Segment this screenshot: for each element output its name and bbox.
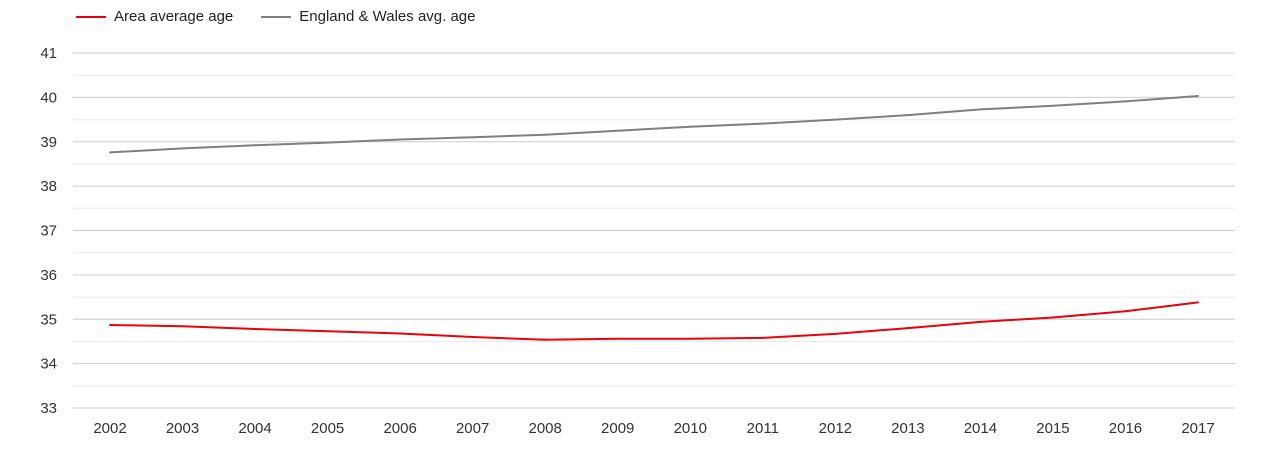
- series-line-1: [109, 95, 1199, 154]
- data-point: [399, 138, 402, 141]
- legend-label-england-wales-avg-age: England & Wales avg. age: [299, 8, 476, 25]
- data-point: [254, 328, 257, 331]
- data-point: [326, 141, 329, 144]
- data-point: [544, 338, 547, 341]
- data-point: [109, 151, 111, 154]
- x-tick-label: 2011: [747, 420, 779, 437]
- x-tick-label: 2012: [819, 420, 852, 437]
- legend-item-england-wales-avg-age[interactable]: England & Wales avg. age: [261, 8, 476, 25]
- data-point: [471, 136, 474, 139]
- data-point: [326, 330, 329, 333]
- legend-swatch-red: [76, 15, 106, 18]
- data-point: [906, 327, 909, 330]
- y-tick-label: 38: [40, 178, 57, 195]
- data-point: [544, 133, 547, 136]
- x-tick-label: 2007: [456, 420, 489, 437]
- data-point: [1051, 316, 1054, 319]
- data-point: [109, 324, 111, 327]
- x-tick-label: 2016: [1109, 420, 1142, 437]
- data-point: [399, 332, 402, 335]
- data-point: [689, 337, 692, 340]
- series-line-0: [109, 301, 1199, 341]
- data-point: [834, 332, 837, 335]
- y-tick-label: 39: [40, 134, 57, 151]
- x-tick-label: 2006: [383, 420, 416, 437]
- x-tick-label: 2014: [964, 420, 997, 437]
- x-tick-label: 2004: [238, 420, 271, 437]
- x-tick-label: 2005: [311, 420, 344, 437]
- data-point: [979, 320, 982, 323]
- data-point: [616, 337, 619, 340]
- y-tick-label: 41: [40, 45, 57, 62]
- data-point: [471, 336, 474, 338]
- data-point: [616, 129, 619, 132]
- x-tick-label: 2009: [601, 420, 634, 437]
- data-point: [834, 118, 837, 121]
- x-tick-label: 2010: [674, 420, 707, 437]
- data-point: [906, 114, 909, 117]
- x-tick-label: 2008: [529, 420, 562, 437]
- data-point: [1124, 310, 1127, 313]
- y-tick-label: 33: [40, 400, 57, 417]
- data-point: [1197, 95, 1199, 98]
- legend-swatch-grey: [261, 15, 292, 18]
- data-point: [181, 147, 184, 150]
- data-point: [979, 108, 982, 111]
- y-tick-label: 40: [40, 89, 57, 106]
- y-tick-label: 36: [40, 267, 57, 284]
- data-point: [1124, 100, 1127, 103]
- x-tick-label: 2002: [93, 420, 126, 437]
- data-point: [1197, 301, 1199, 304]
- x-tick-label: 2013: [891, 420, 924, 437]
- data-point: [689, 125, 692, 128]
- y-tick-label: 35: [40, 311, 57, 328]
- data-point: [761, 336, 764, 339]
- y-tick-label: 37: [40, 223, 57, 240]
- y-tick-label: 34: [40, 356, 57, 373]
- x-tick-label: 2015: [1036, 420, 1069, 437]
- legend: Area average age England & Wales avg. ag…: [76, 8, 476, 25]
- data-point: [181, 325, 184, 328]
- legend-label-area-average-age: Area average age: [114, 8, 234, 25]
- data-point: [1051, 104, 1054, 107]
- x-tick-label: 2003: [166, 420, 199, 437]
- data-point: [254, 144, 257, 147]
- legend-item-area-average-age[interactable]: Area average age: [76, 8, 233, 25]
- x-tick-label: 2017: [1181, 420, 1214, 437]
- data-point: [761, 122, 764, 125]
